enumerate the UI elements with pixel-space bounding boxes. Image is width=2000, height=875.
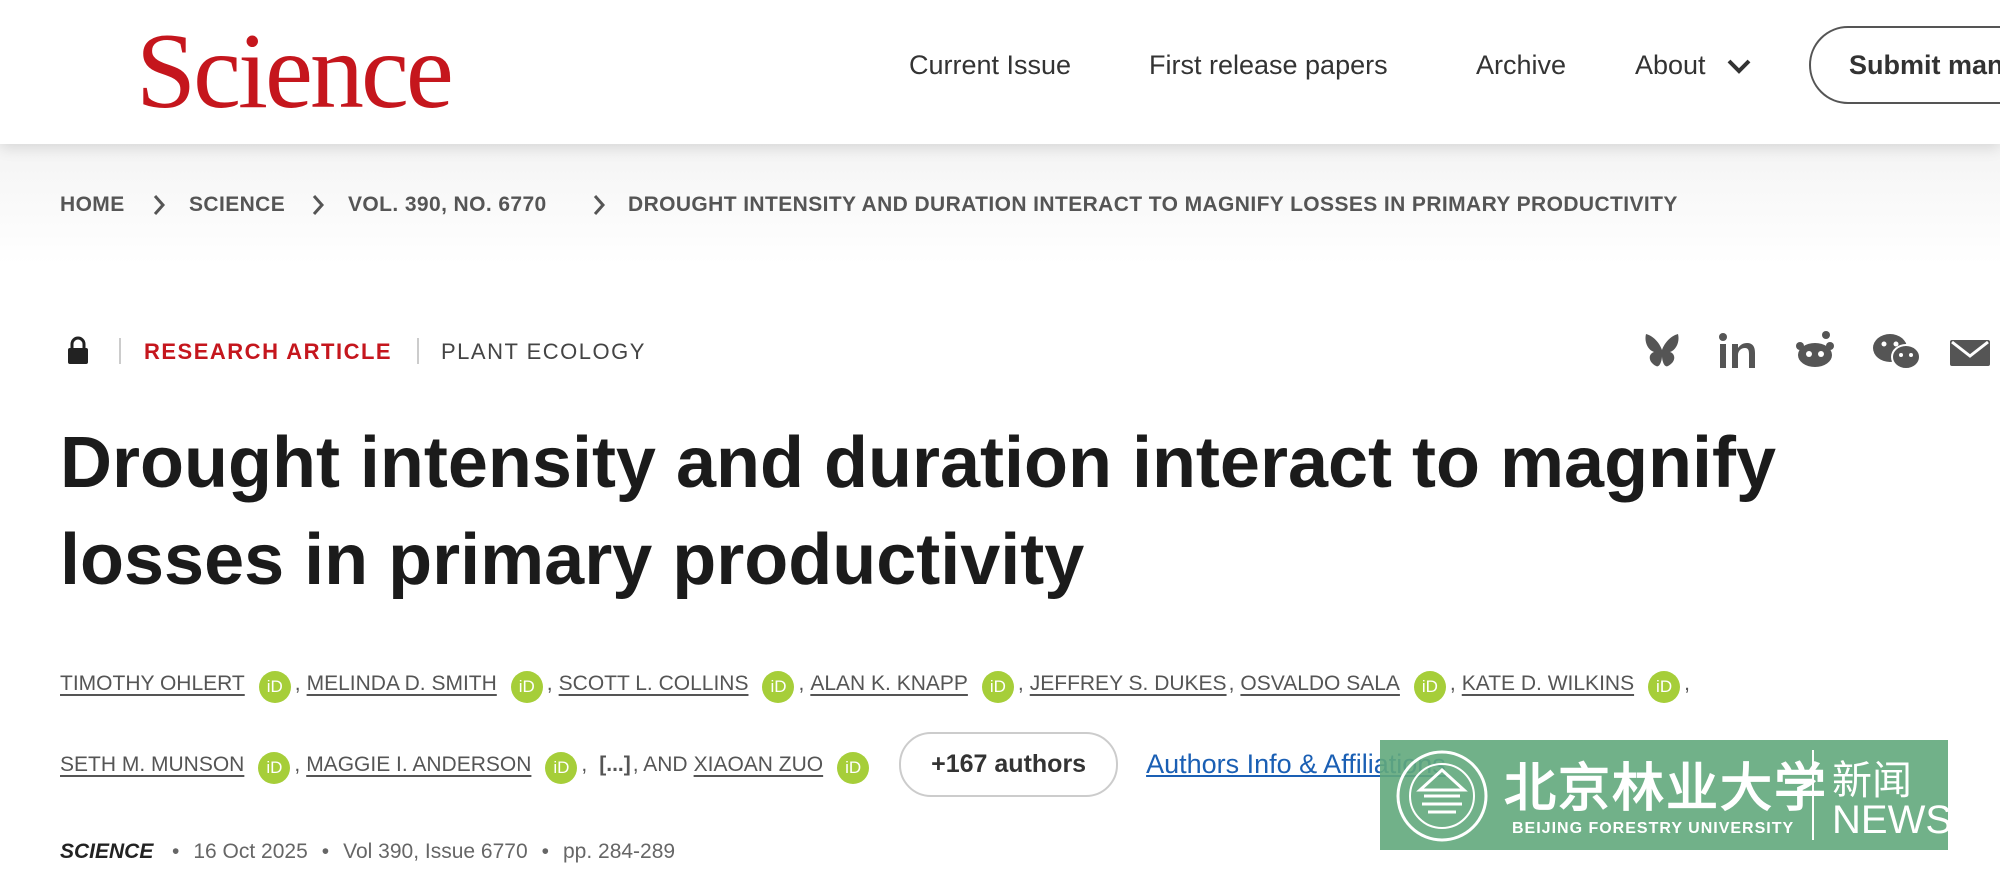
university-emblem <box>1396 750 1488 842</box>
author-name[interactable]: MAGGIE I. ANDERSON <box>306 752 532 776</box>
journal-name[interactable]: SCIENCE <box>60 840 154 863</box>
author-name[interactable]: SETH M. MUNSON <box>60 752 245 776</box>
meta-item: Vol 390, Issue 6770 <box>343 840 528 863</box>
watermark: 北京林业大学 BEIJING FORESTRY UNIVERSITY 新闻 NE… <box>1380 740 1952 850</box>
nav-link[interactable]: First release papers <box>1149 50 1388 80</box>
lock-icon <box>68 336 88 364</box>
orcid-icon[interactable]: iD <box>762 671 795 703</box>
orcid-icon[interactable]: iD <box>1413 671 1446 703</box>
site-header: Science Current Issue First release pape… <box>0 0 2000 144</box>
submit-button[interactable]: Submit manuscript <box>1809 26 2000 104</box>
publication-meta: • 16 Oct 2025 • Vol 390, Issue 6770 • pp. 284… <box>172 840 675 864</box>
chevron-icon <box>1727 59 1751 74</box>
author-name[interactable]: SCOTT L. COLLINS <box>558 672 749 695</box>
article-type[interactable]: RESEARCH ARTICLE <box>144 339 393 364</box>
breadcrumb[interactable]: HOME <box>60 193 125 216</box>
orcid-icon[interactable]: iD <box>258 671 291 703</box>
author-line: SETH M. MUNSON iD, MAGGIE I. ANDERSON iD, [.… <box>60 732 1446 797</box>
divider <box>417 338 419 364</box>
meta-item: 16 Oct 2025 <box>193 840 308 863</box>
university-name-en: BEIJING FORESTRY UNIVERSITY <box>1512 820 1795 837</box>
orcid-icon[interactable]: iD <box>545 751 578 784</box>
news-label: 新闻 <box>1832 759 1912 803</box>
orcid-icon[interactable]: iD <box>837 751 870 784</box>
article-title: Drought intensity and duration interact … <box>60 423 1777 503</box>
meta-separator: • <box>172 840 180 863</box>
author-name[interactable]: ALAN K. KNAPP <box>810 672 968 695</box>
breadcrumb[interactable]: SCIENCE <box>189 193 286 216</box>
separator: , <box>798 672 805 695</box>
article-title: losses in primary productivity <box>60 520 1085 600</box>
orcid-icon[interactable]: iD <box>258 751 291 784</box>
separator: , <box>1017 672 1024 695</box>
meta-separator: • <box>541 840 549 863</box>
breadcrumb: DROUGHT INTENSITY AND DURATION INTERACT … <box>628 193 1678 216</box>
nav-link[interactable]: Current Issue <box>909 50 1072 80</box>
logo[interactable]: Science <box>136 12 454 131</box>
orcid-icon[interactable]: iD <box>510 671 543 703</box>
separator: , <box>1684 672 1690 695</box>
university-name: 北京林业大学 <box>1504 758 1829 819</box>
article-subject[interactable]: PLANT ECOLOGY <box>441 339 646 364</box>
orcid-icon[interactable]: iD <box>981 671 1014 703</box>
author-name[interactable]: XIAOAN ZUO <box>693 752 824 776</box>
more-authors-button[interactable]: +167 authors <box>899 732 1119 797</box>
breadcrumb-separators <box>153 195 606 215</box>
separator: , <box>294 752 301 776</box>
separator: , <box>294 672 301 695</box>
separator: , <box>546 672 553 695</box>
author-name: [...] <box>599 752 631 776</box>
divider <box>1812 750 1814 840</box>
author-name[interactable]: KATE D. WILKINS <box>1461 672 1635 695</box>
author-line: TIMOTHY OHLERT iD, MELINDA D. SMITH iD, SCOT… <box>60 668 1696 703</box>
orcid-icon[interactable]: iD <box>1648 671 1681 703</box>
nav-link[interactable]: Archive <box>1476 50 1567 80</box>
meta-separator: • <box>321 840 330 863</box>
separator: , AND <box>632 752 688 776</box>
author-name[interactable]: JEFFREY S. DUKES <box>1029 672 1227 695</box>
author-name[interactable]: MELINDA D. SMITH <box>306 672 497 695</box>
author-name[interactable]: OSVALDO SALA <box>1240 672 1400 695</box>
breadcrumb[interactable]: VOL. 390, NO. 6770 <box>348 193 547 216</box>
separator: , <box>581 752 588 776</box>
news-label-en: NEWS <box>1832 798 1952 842</box>
share-icons <box>1645 331 1990 370</box>
separator: , <box>1449 672 1456 695</box>
author-name[interactable]: TIMOTHY OHLERT <box>60 672 245 695</box>
separator: , <box>1228 672 1235 695</box>
nav-link[interactable]: About <box>1635 50 1706 80</box>
meta-item: pp. 284-289 <box>562 840 676 863</box>
divider <box>119 338 121 364</box>
